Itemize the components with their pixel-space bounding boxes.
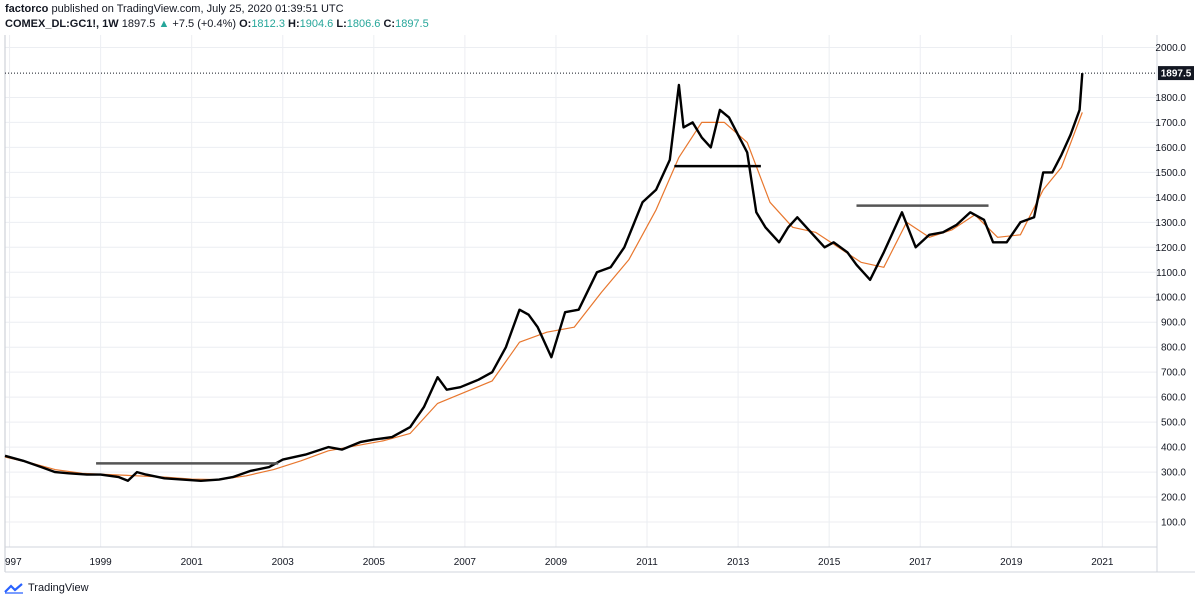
y-tick-label: 600.0 [1161,393,1186,404]
publish-line: factorco published on TradingView.com, J… [5,2,1195,17]
y-tick-label: 1200.0 [1155,243,1186,254]
y-tick-label: 700.0 [1161,368,1186,379]
x-tick-label: 2021 [1091,557,1114,568]
tradingview-brand-text: TradingView [28,582,89,594]
x-tick-label: 2017 [909,557,932,568]
y-tick-label: 900.0 [1161,318,1186,329]
y-tick-label: 1400.0 [1155,193,1186,204]
close-value: 1897.5 [395,18,429,30]
y-tick-label: 1300.0 [1155,218,1186,229]
x-tick-label: 2011 [636,557,658,568]
tradingview-branding[interactable]: TradingView [4,579,89,597]
y-tick-label: 1000.0 [1155,293,1186,304]
price-change: +7.5 (+0.4%) [172,18,237,30]
close-label: C: [383,18,396,30]
x-tick-label: 1999 [89,557,112,568]
author-name[interactable]: factorco [5,3,49,15]
current-price-label: 1897.5 [1161,69,1192,80]
y-tick-label: 1600.0 [1155,143,1186,154]
grid [5,35,1157,547]
symbol-name[interactable]: COMEX_DL:GC1!, 1W [5,18,119,30]
y-tick-label: 1500.0 [1155,168,1186,179]
price-line [4,73,1084,482]
chart-header: factorco published on TradingView.com, J… [5,2,1195,32]
x-tick-label: 2015 [818,557,841,568]
x-tick-label: 2019 [1000,557,1023,568]
y-tick-label: 800.0 [1161,343,1186,354]
high-label: H: [288,18,300,30]
y-tick-label: 100.0 [1161,518,1186,529]
x-tick-label: 2009 [545,557,568,568]
y-tick-label: 1100.0 [1156,268,1186,279]
y-tick-label: 1700.0 [1155,118,1186,129]
moving-average-line [4,112,1083,481]
current-price-tag: 1897.5 [1158,66,1194,81]
x-tick-label: 2013 [727,557,750,568]
price-axis[interactable]: 100.0 200.0 300.0 400.0 500.0 600.0 700.0 800.0… [1155,43,1186,529]
x-tick-label: 2005 [363,557,386,568]
published-text: published on TradingView.com, July 25, 2… [51,3,344,15]
x-tick-label: 2007 [454,557,477,568]
y-tick-label: 200.0 [1161,493,1186,504]
y-tick-label: 300.0 [1161,468,1186,479]
y-tick-label: 400.0 [1161,443,1186,454]
open-label: O: [239,18,252,30]
x-tick-label: 2003 [272,557,295,568]
last-price: 1897.5 [121,18,156,30]
series-layer [4,73,1084,482]
tradingview-logo-icon [4,583,23,594]
x-tick-label: 2001 [181,557,204,568]
low-value: 1806.6 [346,18,381,30]
y-tick-label: 2000.0 [1155,43,1186,54]
open-value: 1812.3 [251,18,285,30]
symbol-line: COMEX_DL:GC1!, 1W 1897.5 ▲ +7.5 (+0.4%) … [5,17,1195,32]
horizontal-lines[interactable] [96,164,989,465]
high-value: 1904.6 [299,18,334,30]
y-tick-label: 500.0 [1161,418,1186,429]
y-tick-label: 1800.0 [1155,93,1186,104]
x-tick-label: 997 [5,557,22,568]
up-arrow-icon: ▲ [158,18,170,30]
low-label: L: [336,18,347,30]
time-axis[interactable]: 997 1999 2001 2003 2005 2007 2009 2011 2013 2015 2… [5,557,1114,568]
